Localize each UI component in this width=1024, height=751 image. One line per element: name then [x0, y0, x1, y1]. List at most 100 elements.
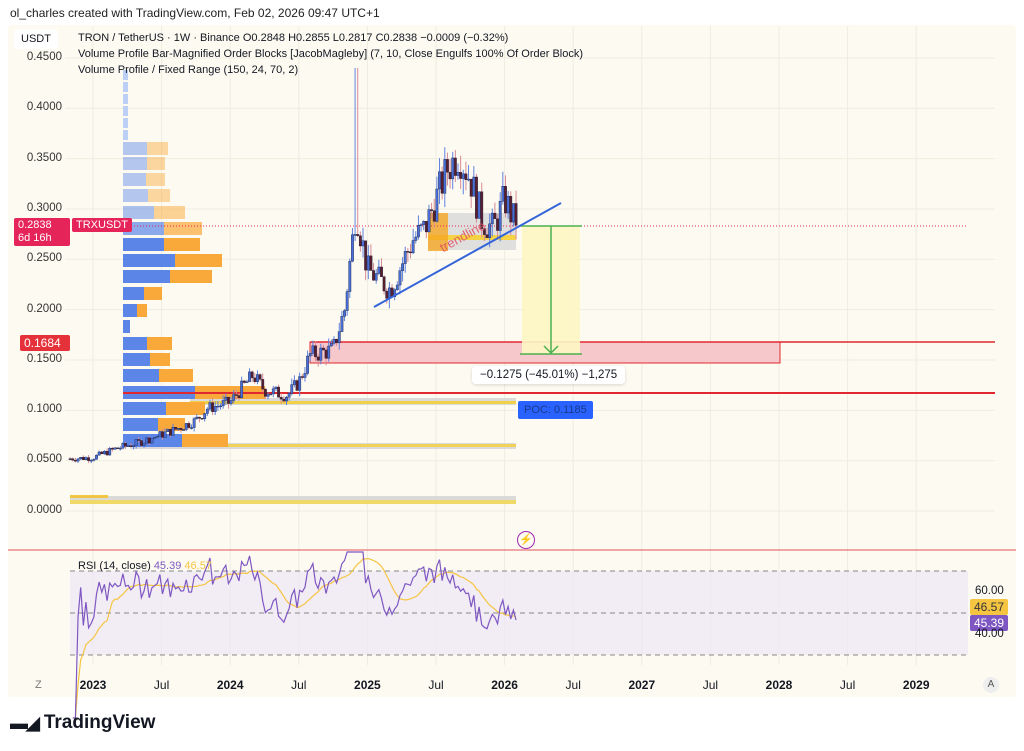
candle [411, 240, 415, 254]
candle [446, 159, 449, 173]
rsi-tick-40: 40.00 [975, 628, 1004, 640]
zoom-reset-button[interactable]: Z [35, 679, 42, 691]
candle [116, 447, 120, 449]
legend-main[interactable]: TRON / TetherUS · 1W · Binance O0.2848 H… [78, 32, 509, 44]
rsi-value: 45.39 [153, 560, 182, 572]
candle [316, 356, 320, 361]
candle [427, 209, 431, 233]
candle [282, 398, 286, 402]
candle [213, 406, 217, 412]
currency-button[interactable]: USDT [14, 29, 58, 49]
candle [422, 221, 426, 225]
volume-profile-bar-up [123, 238, 164, 251]
candle [395, 284, 399, 290]
candle [461, 173, 465, 179]
candle [84, 457, 88, 460]
price-axis-tick: 0.2500 [26, 252, 62, 265]
candle [100, 451, 104, 455]
candle [184, 423, 188, 430]
candle [329, 343, 333, 347]
poc-label: POC: 0.1185 [518, 401, 593, 419]
volume-profile-bar-up [123, 94, 128, 104]
candle [335, 338, 339, 344]
candle [161, 431, 164, 438]
price-axis-tick: 0.4000 [26, 101, 62, 114]
volume-profile-bar-up [123, 157, 147, 170]
volume-profile-bar-down [150, 353, 170, 366]
candle [327, 345, 331, 359]
candle [118, 447, 122, 450]
candle [372, 270, 375, 281]
candle [229, 400, 233, 404]
candle [179, 428, 183, 430]
volume-profile-bar-down [154, 206, 185, 219]
candle [501, 186, 505, 202]
candle [182, 429, 185, 431]
candle [337, 331, 341, 344]
legend-indicator-volume-profile[interactable]: Volume Profile / Fixed Range (150, 24, 7… [78, 64, 299, 76]
candle [200, 418, 204, 420]
measure-arrowhead [543, 345, 559, 355]
candle [514, 203, 518, 226]
candle [496, 218, 499, 231]
candle [424, 221, 428, 233]
candle [253, 377, 257, 382]
volume-profile-bar-up [123, 320, 130, 333]
lightning-icon[interactable]: ⚡ [517, 531, 535, 549]
candle [369, 255, 373, 271]
candle [374, 273, 378, 281]
candle [150, 438, 154, 444]
candle [403, 251, 407, 264]
candle [417, 225, 420, 238]
candle [198, 416, 201, 419]
last-price: 0.2838 [18, 219, 52, 231]
volume-profile-bar-down [182, 434, 228, 447]
candle [232, 394, 236, 401]
volume-profile-bar-up [123, 287, 144, 300]
candle [498, 201, 502, 231]
candle [308, 353, 312, 357]
volume-profile-bar-down [159, 369, 193, 382]
candle [126, 445, 130, 447]
legend-indicator-order-blocks[interactable]: Volume Profile Bar-Magnified Order Block… [78, 48, 584, 60]
candle [153, 437, 156, 439]
candle [205, 408, 209, 414]
candle [208, 402, 212, 410]
time-axis-tick: 2028 [765, 678, 793, 692]
volume-profile-bar-down [147, 142, 168, 155]
candle [219, 405, 222, 408]
candle [343, 310, 346, 317]
candle [163, 431, 167, 438]
candle [432, 210, 436, 222]
order-block-zone [70, 500, 516, 504]
volume-profile-bar-down [175, 254, 222, 267]
time-axis-tick: 2024 [216, 678, 244, 692]
candle [271, 388, 275, 395]
candle [227, 396, 230, 404]
trendline [373, 202, 562, 308]
candle [269, 393, 273, 396]
rsi-legend[interactable]: RSI (14, close) 45.39 46.57 [78, 560, 212, 572]
candle [250, 371, 254, 379]
rsi-band [70, 571, 968, 655]
candle [324, 349, 328, 359]
candle [237, 395, 241, 399]
candle [105, 451, 109, 456]
price-axis-tick: 0.3000 [26, 201, 62, 214]
candle [147, 437, 151, 444]
rsi-value-tag: 45.39 [970, 615, 1009, 631]
candle [234, 394, 238, 396]
volume-profile-bar-down [170, 270, 212, 283]
candle [285, 396, 288, 402]
time-axis-tick: 2026 [491, 678, 518, 692]
candle [103, 451, 106, 455]
candle [137, 439, 141, 441]
candle [398, 270, 402, 286]
price-axis-tick: 0.4500 [26, 51, 62, 63]
auto-scale-button[interactable]: A [983, 677, 999, 693]
candle [464, 173, 468, 180]
candle [480, 191, 484, 229]
volume-profile-bar-up [123, 189, 148, 202]
candle [348, 260, 352, 292]
